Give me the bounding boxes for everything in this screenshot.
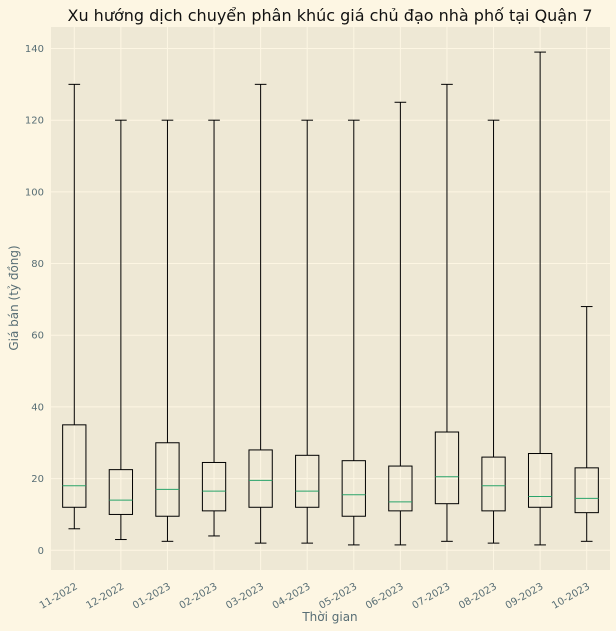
box-06-2023 [388,101,413,546]
x-tick-label: 05-2023 [317,581,359,611]
x-tick-label: 12-2022 [84,581,126,611]
y-tick-label: 40 [31,402,44,413]
box-10-2023 [574,306,599,542]
box-03-2023 [248,83,273,544]
x-tick-label: 11-2022 [38,581,80,611]
x-tick-label: 10-2023 [550,581,592,611]
x-tick-label: 04-2023 [271,581,313,611]
iqr-box [388,465,413,512]
boxes-group [62,51,599,546]
x-tick-label: 08-2023 [457,581,499,611]
x-tick-label: 02-2023 [178,581,220,611]
box-12-2022 [108,119,134,541]
y-tick-label: 80 [31,259,44,270]
iqr-box [481,456,506,512]
iqr-box [295,454,320,508]
box-01-2023 [155,119,180,542]
iqr-box [434,431,460,505]
y-tick-label: 20 [31,474,44,485]
box-11-2022 [62,83,87,530]
x-tick-label: 01-2023 [131,581,173,611]
y-tick-label: 0 [38,546,44,557]
iqr-box [62,424,87,508]
chart-title: Xu hướng dịch chuyển phân khúc giá chủ đ… [67,6,592,25]
box-07-2023 [434,83,460,542]
y-tick-label: 140 [25,44,44,55]
box-05-2023 [341,119,366,546]
iqr-box [201,461,227,512]
x-tick-label: 09-2023 [504,581,546,611]
box-04-2023 [295,119,320,544]
y-axis-label: Giá bán (tỷ đồng) [7,245,21,350]
iqr-box [108,469,134,515]
box-08-2023 [481,119,506,544]
y-tick-label: 120 [25,116,44,127]
box-02-2023 [201,119,227,537]
box-09-2023 [527,51,553,546]
iqr-box [527,453,553,508]
iqr-box [248,449,273,508]
iqr-box [155,442,180,517]
iqr-box [574,467,599,514]
plot-area [51,27,610,570]
x-tick-label: 03-2023 [224,581,266,611]
x-axis-label: Thời gian [301,610,357,624]
iqr-box [341,460,366,517]
y-tick-label: 100 [25,187,44,198]
x-tick-label: 07-2023 [411,581,453,611]
y-tick-label: 60 [31,331,44,342]
x-tick-label: 06-2023 [364,581,406,611]
